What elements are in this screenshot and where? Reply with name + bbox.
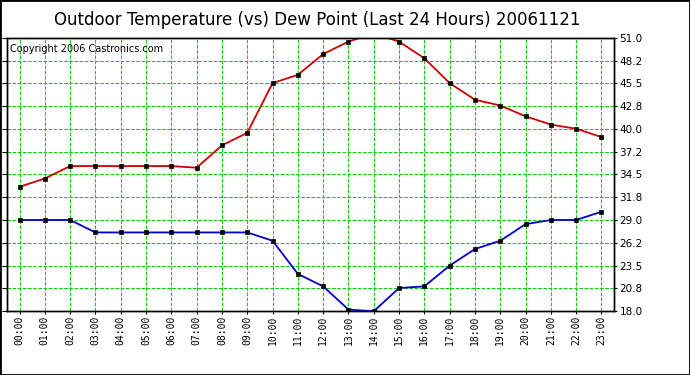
Text: Copyright 2006 Castronics.com: Copyright 2006 Castronics.com <box>10 44 163 54</box>
Text: Outdoor Temperature (vs) Dew Point (Last 24 Hours) 20061121: Outdoor Temperature (vs) Dew Point (Last… <box>54 11 581 29</box>
